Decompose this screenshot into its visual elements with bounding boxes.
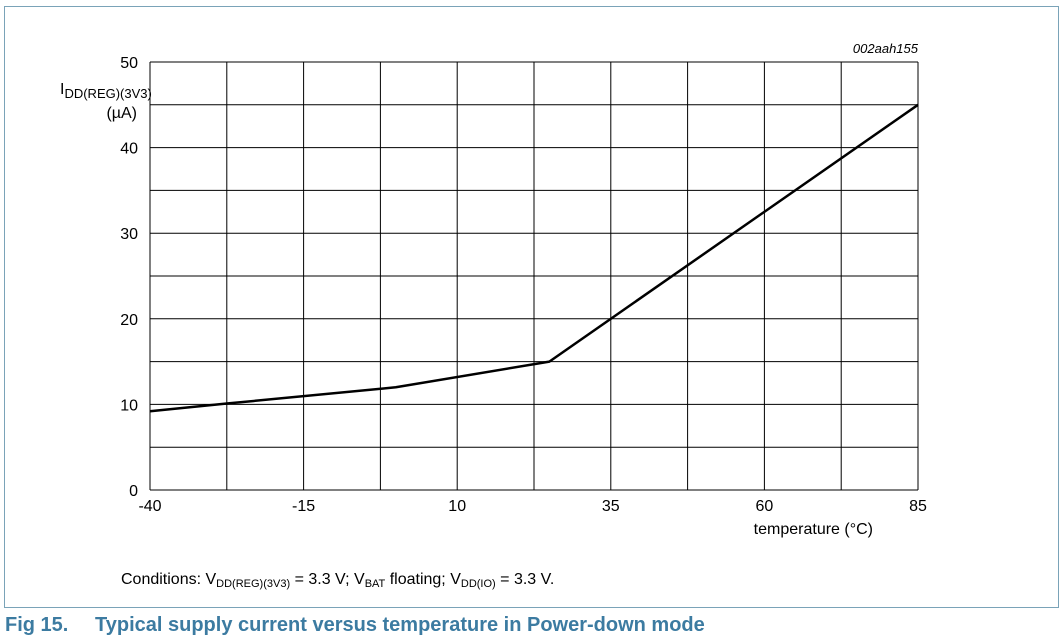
y-axis-unit: (µA) <box>106 105 137 122</box>
tick-labels: -40 -15 10 35 60 85 0 10 20 30 40 50 <box>120 55 927 515</box>
y-tick-label: 50 <box>120 55 138 72</box>
y-tick-label: 30 <box>120 226 138 243</box>
conditions-sub-vddio: DD(IO) <box>461 578 496 590</box>
conditions-note: Conditions: VDD(REG)(3V3) = 3.3 V; VBAT … <box>121 571 554 590</box>
figure-title: Typical supply current versus temperatur… <box>95 614 705 636</box>
x-tick-label: 85 <box>909 498 927 515</box>
y-tick-label: 0 <box>129 483 138 500</box>
x-tick-label: 10 <box>448 498 466 515</box>
conditions-part2: floating; V <box>385 571 461 588</box>
y-tick-label: 40 <box>120 141 138 158</box>
conditions-sub-vddreg: DD(REG)(3V3) <box>216 578 290 590</box>
x-tick-label: 60 <box>756 498 774 515</box>
conditions-part1: = 3.3 V; V <box>290 571 365 588</box>
x-axis-label: temperature (°C) <box>754 521 873 538</box>
y-tick-label: 10 <box>120 397 138 414</box>
conditions-part3: = 3.3 V. <box>496 571 555 588</box>
grid-lines <box>150 62 918 490</box>
figure-id: 002aah155 <box>853 41 919 56</box>
figure-number: Fig 15. <box>5 614 95 637</box>
y-axis-label: IDD(REG)(3V3) <box>60 81 152 101</box>
x-tick-label: -40 <box>138 498 161 515</box>
y-tick-label: 20 <box>120 312 138 329</box>
conditions-prefix: Conditions: V <box>121 571 216 588</box>
x-tick-label: 35 <box>602 498 620 515</box>
y-axis-label-sub: DD(REG)(3V3) <box>64 86 151 101</box>
figure-caption: Fig 15. Typical supply current versus tem… <box>5 614 705 637</box>
conditions-sub-vbat: BAT <box>365 578 386 590</box>
x-tick-label: -15 <box>292 498 315 515</box>
